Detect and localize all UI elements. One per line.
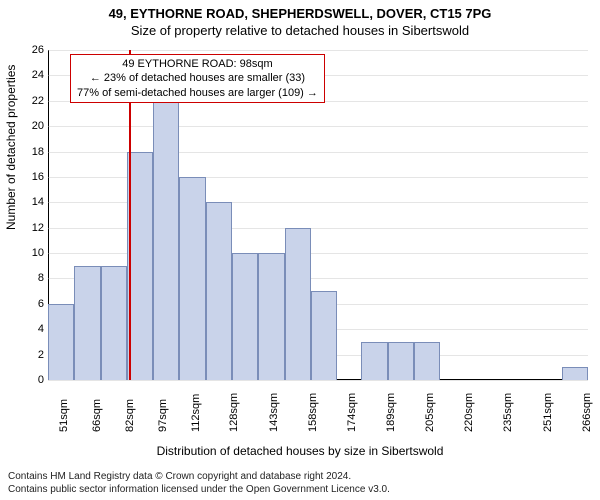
annot-line3: 77% of semi-detached houses are larger (… (77, 86, 318, 100)
x-tick-label: 51sqm (58, 399, 70, 432)
y-tick-label: 4 (14, 323, 44, 335)
histogram-bar (179, 177, 205, 380)
x-tick-label: 143sqm (268, 393, 280, 432)
figure-container: 49, EYTHORNE ROAD, SHEPHERDSWELL, DOVER,… (0, 0, 600, 500)
y-tick-label: 16 (14, 171, 44, 183)
histogram-bar (153, 101, 179, 380)
x-tick-label: 97sqm (157, 399, 169, 432)
y-tick-label: 14 (14, 196, 44, 208)
histogram-bar (206, 202, 232, 380)
annot-line1: 49 EYTHORNE ROAD: 98sqm (77, 57, 318, 71)
footer-attribution: Contains HM Land Registry data © Crown c… (8, 471, 390, 496)
histogram-bar (258, 253, 284, 380)
annotation-box: 49 EYTHORNE ROAD: 98sqm ← 23% of detache… (70, 54, 325, 103)
x-tick-label: 189sqm (385, 393, 397, 432)
histogram-bar (48, 304, 74, 380)
y-tick-label: 22 (14, 95, 44, 107)
y-tick-label: 20 (14, 120, 44, 132)
x-tick-label: 266sqm (581, 393, 593, 432)
histogram-bar (101, 266, 127, 380)
histogram-bar (285, 228, 311, 380)
annot-line2: ← 23% of detached houses are smaller (33… (77, 71, 318, 85)
x-tick-label: 112sqm (190, 394, 202, 432)
y-tick-label: 26 (14, 44, 44, 56)
histogram-bar (361, 342, 387, 380)
y-tick-label: 8 (14, 272, 44, 284)
y-tick-label: 18 (14, 146, 44, 158)
y-tick-label: 6 (14, 298, 44, 310)
footer-line1: Contains HM Land Registry data © Crown c… (8, 471, 390, 484)
y-tick-label: 12 (14, 222, 44, 234)
x-tick-label: 82sqm (124, 399, 136, 432)
histogram-bar (232, 253, 258, 380)
footer-line2: Contains public sector information licen… (8, 484, 390, 497)
title-main: 49, EYTHORNE ROAD, SHEPHERDSWELL, DOVER,… (0, 6, 600, 21)
x-tick-label: 220sqm (463, 393, 475, 432)
x-tick-label: 158sqm (307, 393, 319, 432)
histogram-bar (414, 342, 440, 380)
x-axis-label: Distribution of detached houses by size … (0, 444, 600, 458)
x-tick-label: 128sqm (228, 393, 240, 432)
histogram-bar (388, 342, 414, 380)
histogram-bar (74, 266, 100, 380)
gridline (48, 380, 588, 381)
y-tick-label: 24 (14, 69, 44, 81)
title-sub: Size of property relative to detached ho… (0, 23, 600, 38)
x-tick-label: 235sqm (502, 393, 514, 432)
x-ticks: 51sqm66sqm82sqm97sqm112sqm128sqm143sqm15… (48, 382, 588, 394)
histogram-bar (562, 367, 588, 380)
x-tick-label: 205sqm (424, 393, 436, 432)
y-tick-label: 2 (14, 349, 44, 361)
x-tick-label: 174sqm (346, 393, 358, 432)
histogram-bar (311, 291, 337, 380)
y-tick-label: 0 (14, 374, 44, 386)
x-tick-label: 251sqm (542, 393, 554, 432)
x-tick-label: 66sqm (91, 399, 103, 432)
y-tick-label: 10 (14, 247, 44, 259)
